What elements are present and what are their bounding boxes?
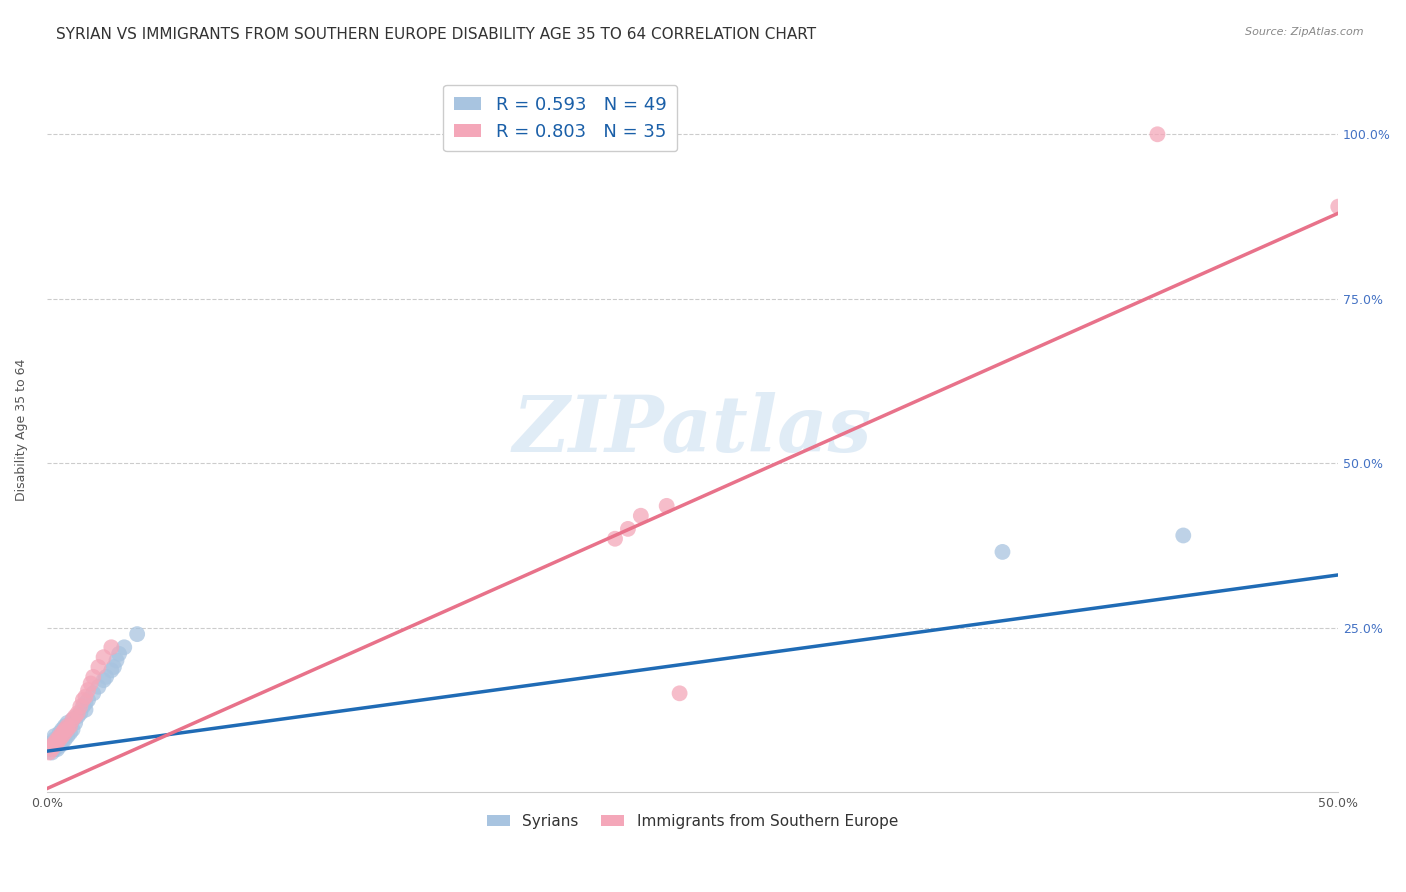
Point xyxy=(108,647,131,661)
Point xyxy=(56,719,79,733)
Point xyxy=(41,739,63,753)
Point xyxy=(48,739,70,753)
Point xyxy=(69,706,91,720)
Point xyxy=(44,729,66,743)
Point xyxy=(46,736,69,750)
Point xyxy=(38,746,60,760)
Point xyxy=(100,640,122,655)
Point xyxy=(77,693,100,707)
Point xyxy=(82,670,104,684)
Point xyxy=(44,739,66,753)
Point xyxy=(62,713,84,727)
Point xyxy=(56,729,79,743)
Point xyxy=(1146,128,1168,142)
Point xyxy=(1173,528,1195,542)
Point xyxy=(668,686,690,700)
Point xyxy=(56,715,79,730)
Point xyxy=(112,640,135,655)
Point xyxy=(46,732,69,747)
Point xyxy=(46,742,69,756)
Point xyxy=(82,686,104,700)
Point xyxy=(46,732,69,747)
Point xyxy=(59,719,82,733)
Point xyxy=(51,729,73,743)
Point xyxy=(48,732,70,747)
Point xyxy=(41,736,63,750)
Point xyxy=(66,706,89,720)
Point xyxy=(48,729,70,743)
Point xyxy=(603,532,626,546)
Point xyxy=(93,650,115,665)
Point xyxy=(41,746,63,760)
Point xyxy=(655,499,678,513)
Point xyxy=(41,742,63,756)
Point xyxy=(59,719,82,733)
Point xyxy=(56,723,79,737)
Point xyxy=(617,522,640,536)
Point xyxy=(77,683,100,698)
Point xyxy=(87,680,110,694)
Point xyxy=(87,660,110,674)
Point xyxy=(63,715,86,730)
Legend: Syrians, Immigrants from Southern Europe: Syrians, Immigrants from Southern Europe xyxy=(481,808,904,835)
Point xyxy=(1327,200,1350,214)
Point xyxy=(105,653,128,667)
Point xyxy=(63,709,86,723)
Point xyxy=(48,736,70,750)
Point xyxy=(53,725,76,739)
Point xyxy=(93,673,115,688)
Text: Source: ZipAtlas.com: Source: ZipAtlas.com xyxy=(1246,27,1364,37)
Point xyxy=(51,732,73,747)
Point xyxy=(44,742,66,756)
Point xyxy=(69,699,91,714)
Point xyxy=(96,670,118,684)
Point xyxy=(72,693,94,707)
Point xyxy=(38,739,60,753)
Point xyxy=(72,699,94,714)
Point xyxy=(51,725,73,739)
Point xyxy=(46,736,69,750)
Point xyxy=(62,713,84,727)
Point xyxy=(100,663,122,677)
Point xyxy=(51,736,73,750)
Point xyxy=(46,739,69,753)
Point xyxy=(53,719,76,733)
Point xyxy=(75,690,97,704)
Point xyxy=(41,739,63,753)
Text: ZIPatlas: ZIPatlas xyxy=(513,392,872,468)
Point xyxy=(630,508,652,523)
Point xyxy=(48,725,70,739)
Point xyxy=(53,723,76,737)
Point xyxy=(53,725,76,739)
Point xyxy=(38,742,60,756)
Point xyxy=(991,545,1014,559)
Text: SYRIAN VS IMMIGRANTS FROM SOUTHERN EUROPE DISABILITY AGE 35 TO 64 CORRELATION CH: SYRIAN VS IMMIGRANTS FROM SOUTHERN EUROP… xyxy=(56,27,817,42)
Point xyxy=(75,696,97,710)
Point xyxy=(59,725,82,739)
Point xyxy=(51,723,73,737)
Point xyxy=(127,627,149,641)
Point xyxy=(62,723,84,737)
Point xyxy=(79,676,101,690)
Point xyxy=(103,660,125,674)
Point xyxy=(75,703,97,717)
Point xyxy=(56,723,79,737)
Point xyxy=(66,709,89,723)
Point xyxy=(44,732,66,747)
Point xyxy=(53,732,76,747)
Point xyxy=(48,732,70,747)
Point xyxy=(44,736,66,750)
Y-axis label: Disability Age 35 to 64: Disability Age 35 to 64 xyxy=(15,359,28,501)
Point xyxy=(44,739,66,753)
